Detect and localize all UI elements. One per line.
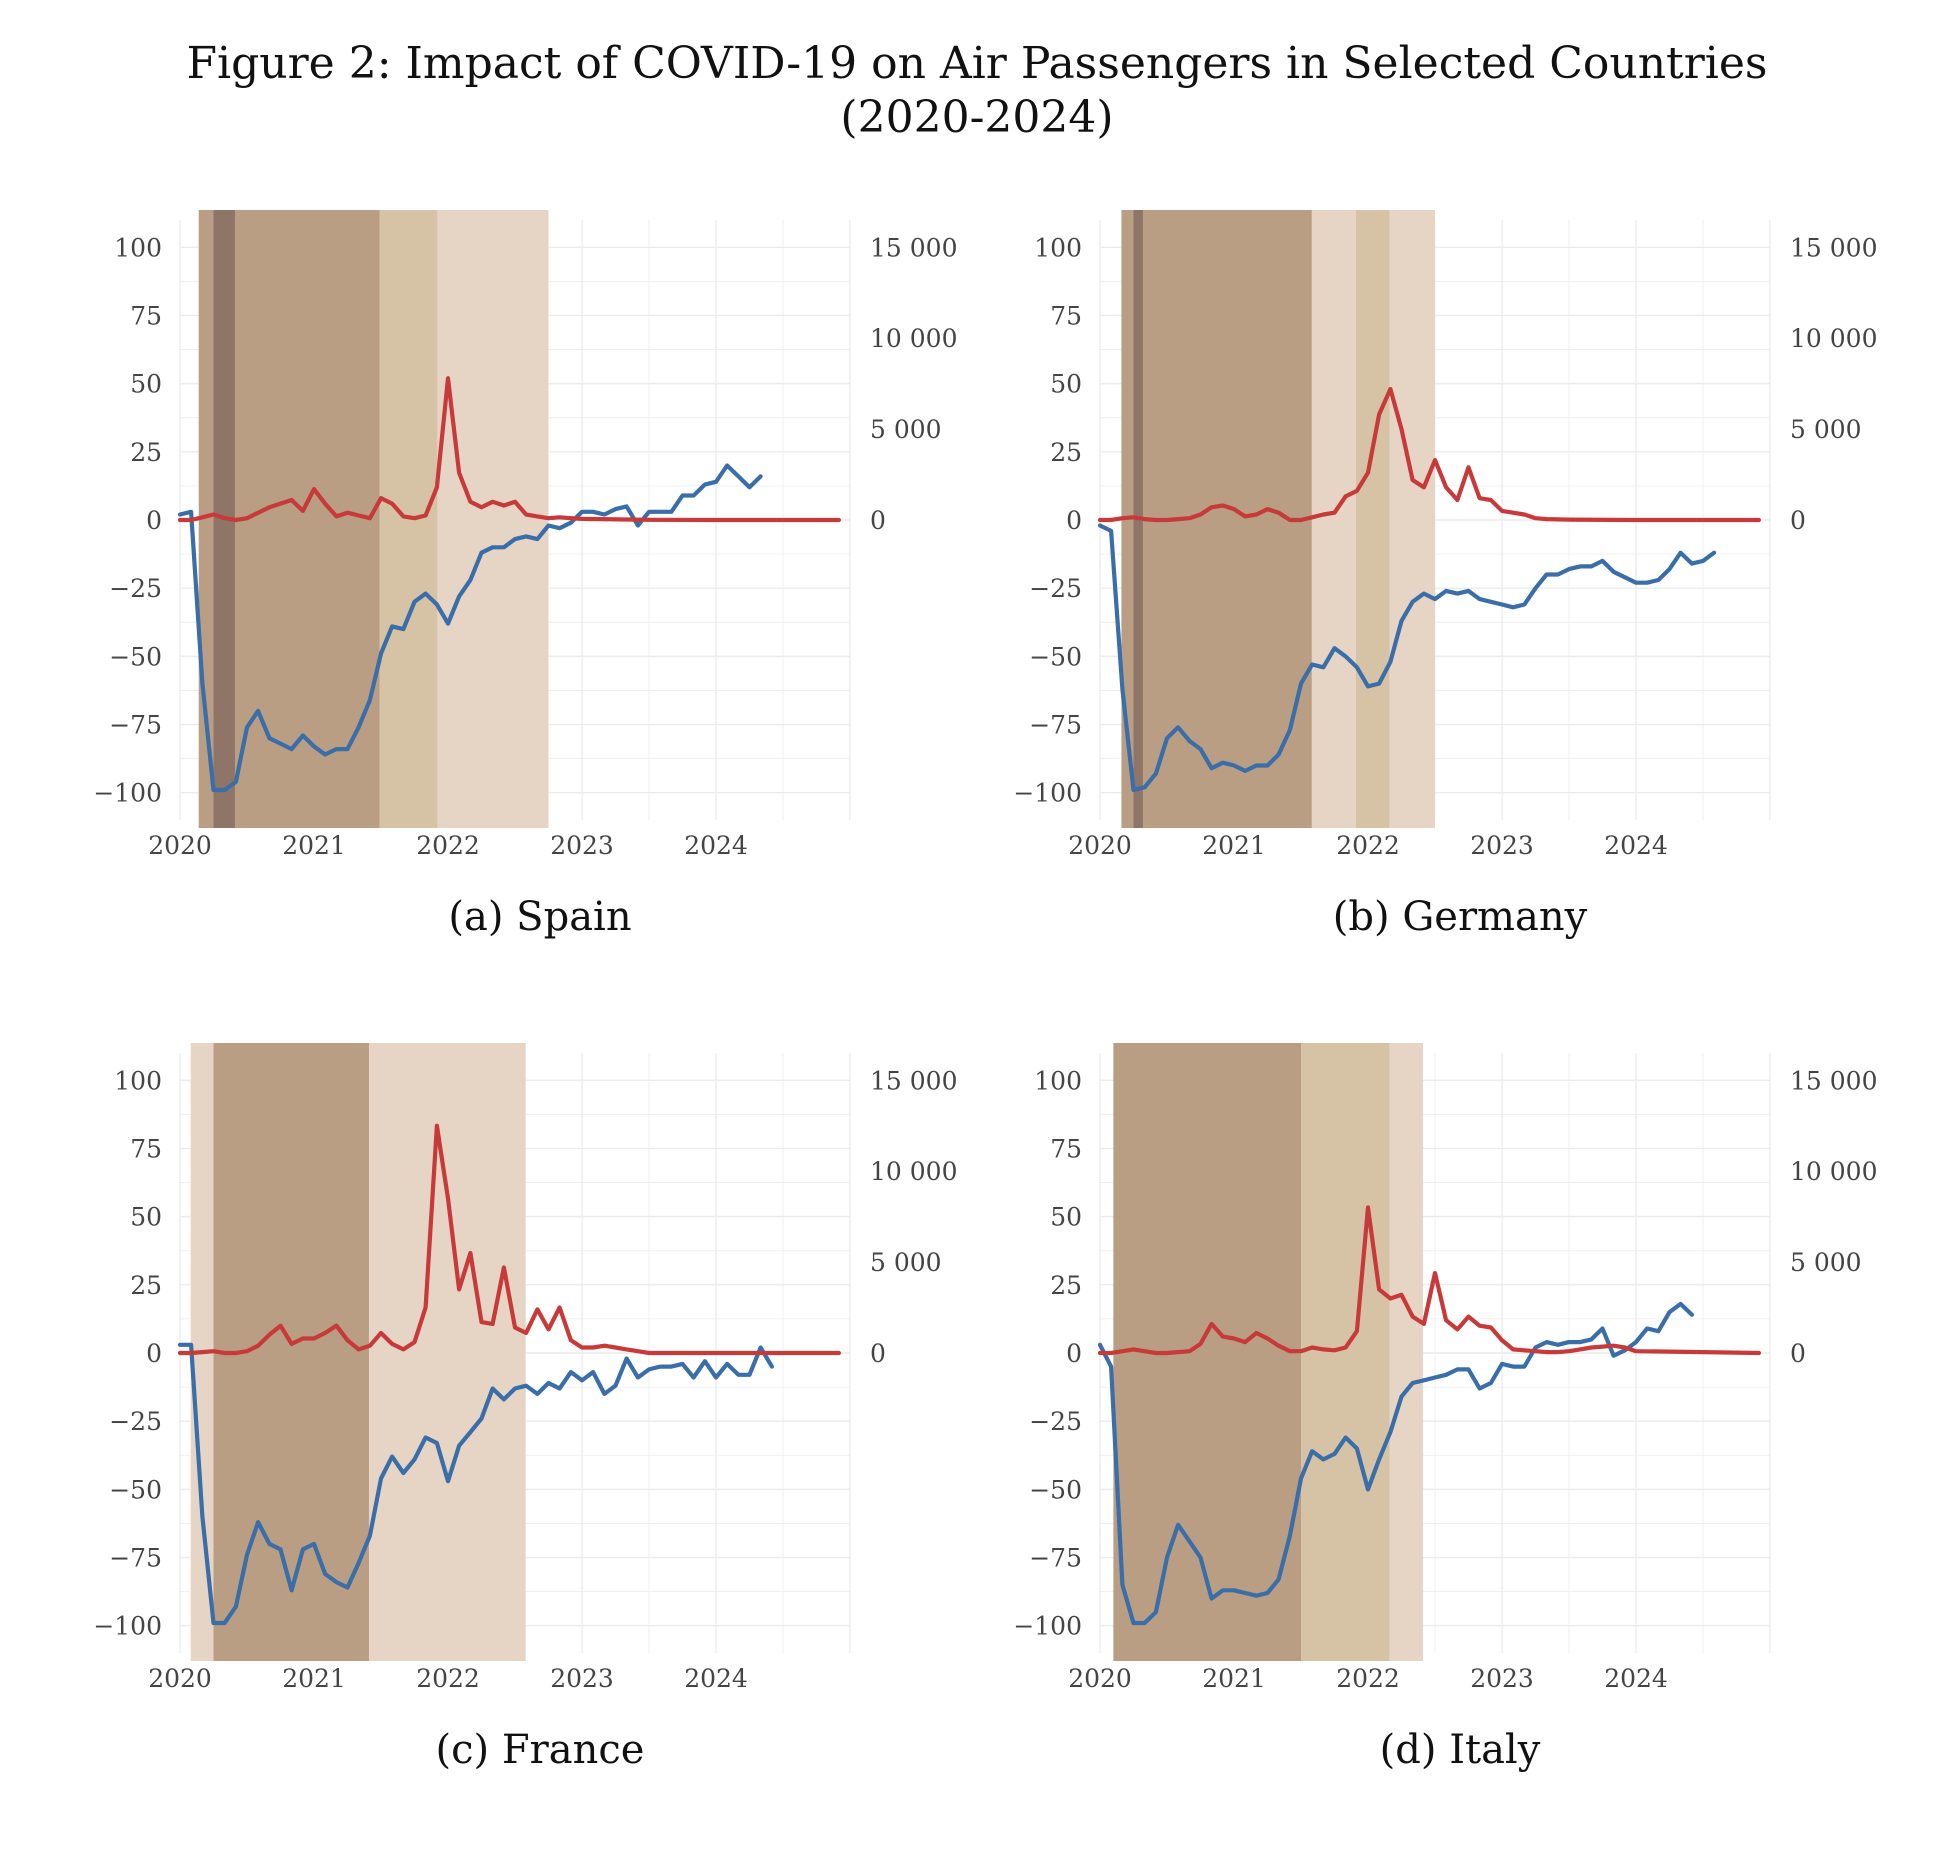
x-tick-label: 2020: [1068, 1664, 1132, 1693]
y2-tick-label: 15 000: [870, 1066, 957, 1095]
x-tick-label: 2020: [148, 1664, 212, 1693]
y2-tick-label: 5 000: [1790, 1248, 1862, 1277]
x-tick-label: 2024: [684, 1664, 748, 1693]
x-tick-label: 2021: [282, 831, 346, 860]
x-tick-label: 2023: [550, 1664, 614, 1693]
x-tick-label: 2023: [1470, 831, 1534, 860]
x-tick-label: 2022: [416, 1664, 480, 1693]
y-tick-label: −50: [1029, 1475, 1082, 1504]
y-tick-label: 100: [1034, 233, 1082, 262]
passenger-change-line: [1097, 523, 1717, 793]
y2-tick-label: 15 000: [1790, 1066, 1877, 1095]
x-tick-label: 2023: [550, 831, 614, 860]
y-tick-label: 75: [1050, 301, 1082, 330]
y-tick-label: −50: [1029, 642, 1082, 671]
x-tick-label: 2020: [148, 831, 212, 860]
y-tick-label: −50: [109, 642, 162, 671]
y-tick-label: −75: [1029, 1544, 1082, 1573]
y-tick-label: 25: [1050, 438, 1082, 467]
x-tick-label: 2023: [1470, 1664, 1534, 1693]
y2-tick-label: 5 000: [870, 415, 942, 444]
y2-tick-label: 10 000: [870, 324, 957, 353]
y-tick-label: 75: [130, 301, 162, 330]
chart-svg: 100 75 50 25 0 −25 −50 −75 −100 15 000 10 000 5 000…: [1013, 1043, 1877, 1773]
shaded-period-mid: [1355, 210, 1390, 828]
covid-cases-line: [177, 376, 841, 523]
y-tick-label: −50: [109, 1475, 162, 1504]
y-tick-label: 25: [130, 438, 162, 467]
chart-panel-germany: 100 75 50 25 0 −25 −50 −75 −100 15 000 10 000 5 000…: [920, 200, 1897, 1030]
y2-tick-label: 10 000: [1790, 324, 1877, 353]
y-tick-label: 50: [130, 370, 162, 399]
x-tick-label: 2024: [1604, 1664, 1668, 1693]
y-tick-label: −100: [93, 779, 162, 808]
covid-cases-line: [1097, 1205, 1761, 1356]
chart-svg: 100 75 50 25 0 −25 −50 −75 −100 15 000 10 000 5 000…: [93, 1043, 957, 1773]
y-tick-label: 0: [1066, 506, 1082, 535]
x-tick-label: 2021: [1202, 831, 1266, 860]
y2-tick-label: 10 000: [1790, 1157, 1877, 1186]
chart-svg: 100 75 50 25 0 −25 −50 −75 −100 15 000 10 000 5 000…: [1013, 210, 1877, 940]
y-tick-label: −100: [93, 1612, 162, 1641]
y-tick-label: −25: [109, 574, 162, 603]
chart-svg: 100 75 50 25 0 −25 −50 −75 −100 15 000 10 000 5 000…: [93, 210, 957, 940]
y-tick-label: 50: [1050, 370, 1082, 399]
y2-tick-label: 0: [1790, 506, 1806, 535]
y-tick-label: −25: [1029, 574, 1082, 603]
shaded-periods: [198, 210, 549, 828]
y-tick-label: 100: [114, 1066, 162, 1095]
passenger-change-line: [1097, 1301, 1694, 1626]
x-tick-label: 2021: [1202, 1664, 1266, 1693]
y-tick-label: 50: [1050, 1203, 1082, 1232]
y2-tick-label: 0: [1790, 1339, 1806, 1368]
chart-panel-spain: 100 75 50 25 0 −25 −50 −75 −100 15 000 10 000 5 000…: [0, 200, 977, 1030]
panel-caption: (a) Spain: [448, 894, 631, 940]
panel-caption: (d) Italy: [1380, 1727, 1541, 1773]
y-tick-label: 0: [146, 506, 162, 535]
y2-tick-label: 0: [870, 506, 886, 535]
y-tick-label: 75: [1050, 1134, 1082, 1163]
x-tick-label: 2022: [1336, 831, 1400, 860]
x-tick-label: 2024: [684, 831, 748, 860]
y-tick-label: −100: [1013, 779, 1082, 808]
x-tick-label: 2024: [1604, 831, 1668, 860]
y-tick-label: 50: [130, 1203, 162, 1232]
y-tick-label: −75: [109, 1544, 162, 1573]
y-tick-label: −25: [109, 1407, 162, 1436]
y-tick-label: 100: [114, 233, 162, 262]
x-tick-label: 2022: [1336, 1664, 1400, 1693]
y2-tick-label: 5 000: [1790, 415, 1862, 444]
covid-cases-line: [1097, 387, 1761, 523]
y-tick-label: −100: [1013, 1612, 1082, 1641]
covid-cases-line: [177, 1123, 841, 1356]
y-tick-label: 25: [130, 1271, 162, 1300]
y2-tick-label: 10 000: [870, 1157, 957, 1186]
chart-panel-italy: 100 75 50 25 0 −25 −50 −75 −100 15 000 10 000 5 000…: [920, 1033, 1897, 1863]
y-tick-label: −25: [1029, 1407, 1082, 1436]
panel-caption: (b) Germany: [1333, 894, 1588, 940]
figure-subtitle: (2020-2024): [840, 92, 1114, 143]
x-tick-label: 2022: [416, 831, 480, 860]
y-tick-label: 0: [146, 1339, 162, 1368]
y2-tick-label: 0: [870, 1339, 886, 1368]
panel-caption: (c) France: [436, 1727, 645, 1773]
y2-tick-label: 15 000: [1790, 233, 1877, 262]
passenger-change-line: [177, 1342, 774, 1626]
y-tick-label: −75: [1029, 711, 1082, 740]
figure-title: Figure 2: Impact of COVID-19 on Air Pass…: [186, 38, 1768, 89]
y-tick-label: −75: [109, 711, 162, 740]
passenger-change-line: [177, 463, 763, 793]
shaded-period-mid: [1301, 1043, 1390, 1661]
y-tick-label: 25: [1050, 1271, 1082, 1300]
y-tick-label: 75: [130, 1134, 162, 1163]
chart-panel-france: 100 75 50 25 0 −25 −50 −75 −100 15 000 10 000 5 000…: [0, 1033, 977, 1863]
y-tick-label: 100: [1034, 1066, 1082, 1095]
y2-tick-label: 15 000: [870, 233, 957, 262]
x-tick-label: 2021: [282, 1664, 346, 1693]
y2-tick-label: 5 000: [870, 1248, 942, 1277]
x-tick-label: 2020: [1068, 831, 1132, 860]
y-tick-label: 0: [1066, 1339, 1082, 1368]
